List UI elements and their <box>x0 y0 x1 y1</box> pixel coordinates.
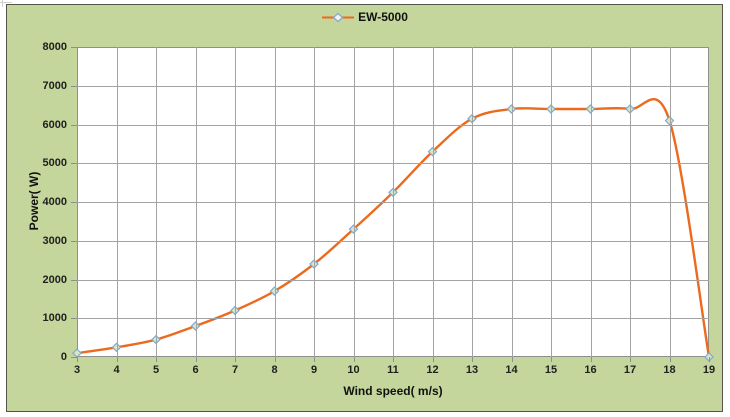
x-axis-tick <box>432 357 434 362</box>
y-tick-label: 2000 <box>42 273 67 286</box>
x-axis-tick <box>511 357 513 362</box>
legend-series-label: EW-5000 <box>358 10 408 24</box>
x-axis-tick <box>590 357 592 362</box>
x-gridline <box>235 47 236 357</box>
x-axis-tick <box>195 357 197 362</box>
y-tick-label: 0 <box>60 351 67 363</box>
legend-diamond-marker-icon <box>332 12 344 22</box>
x-axis-tick <box>274 357 276 362</box>
legend-series-swatch <box>322 12 355 22</box>
x-gridline <box>156 47 157 357</box>
x-axis-tick <box>156 357 157 362</box>
sheet-gridline-hint <box>0 2 12 3</box>
x-axis-tick <box>630 357 631 362</box>
x-tick-label: 14 <box>505 364 518 376</box>
y-tick-label: 6000 <box>42 118 67 131</box>
y-tick-label: 7000 <box>42 79 67 92</box>
y-axis-tick <box>71 124 77 126</box>
x-axis-tick <box>116 357 118 362</box>
chart-legend[interactable]: EW-5000 <box>7 10 722 24</box>
y-axis-tick <box>71 279 77 281</box>
y-axis-tick <box>71 357 77 358</box>
x-tick-label: 3 <box>73 364 81 376</box>
y-tick-label: 4000 <box>42 196 67 208</box>
x-tick-label: 4 <box>113 364 120 376</box>
x-axis-tick <box>393 357 394 362</box>
x-axis-tick <box>314 357 315 362</box>
x-axis-tick <box>235 357 236 362</box>
x-axis-tick <box>551 357 552 362</box>
x-tick-label: 8 <box>271 364 278 376</box>
x-tick-label: 5 <box>152 364 160 376</box>
y-axis-tick <box>71 318 77 320</box>
x-tick-label: 13 <box>465 364 479 376</box>
y-axis-tick <box>71 85 77 87</box>
x-axis-tick <box>472 357 473 362</box>
x-tick-label: 12 <box>426 364 439 376</box>
x-tick-label: 10 <box>347 364 360 376</box>
x-tick-label: 18 <box>663 364 676 376</box>
x-tick-label: 15 <box>544 364 558 376</box>
x-tick-label: 6 <box>192 364 199 376</box>
x-gridline <box>432 47 434 357</box>
x-gridline <box>511 47 513 357</box>
x-gridline <box>590 47 592 357</box>
x-gridline <box>393 47 394 357</box>
x-axis-tick <box>353 357 355 362</box>
x-gridline <box>630 47 631 357</box>
x-tick-label: 7 <box>231 364 239 376</box>
x-gridline <box>669 47 671 357</box>
x-tick-label: 17 <box>623 364 637 376</box>
power-curve-chart[interactable]: EW-5000 Wind speed( m/s) Power( W) 0 1000… <box>6 4 723 412</box>
x-tick-label: 19 <box>702 364 716 376</box>
sheet-gridline-hint <box>2 0 3 7</box>
x-gridline <box>116 47 118 357</box>
x-axis-tick <box>669 357 671 362</box>
y-tick-label: 5000 <box>42 157 67 170</box>
x-gridline <box>472 47 473 357</box>
x-gridline <box>551 47 552 357</box>
x-gridline <box>314 47 315 357</box>
x-tick-label: 11 <box>387 364 399 376</box>
y-axis-tick <box>71 202 77 203</box>
x-axis-tick <box>709 357 710 362</box>
x-gridline <box>195 47 197 357</box>
x-axis-tick <box>77 357 78 362</box>
y-tick-label: 1000 <box>42 312 67 325</box>
y-axis-tick <box>71 163 77 165</box>
x-axis-title: Wind speed( m/s) <box>343 384 443 398</box>
y-axis-tick <box>71 47 77 48</box>
x-tick-label: 9 <box>310 364 318 376</box>
x-tick-label: 16 <box>584 364 597 376</box>
y-axis-tick <box>71 240 77 242</box>
y-tick-label: 3000 <box>42 234 67 247</box>
x-gridline <box>274 47 276 357</box>
y-tick-label: 8000 <box>42 41 67 53</box>
x-gridline <box>353 47 355 357</box>
